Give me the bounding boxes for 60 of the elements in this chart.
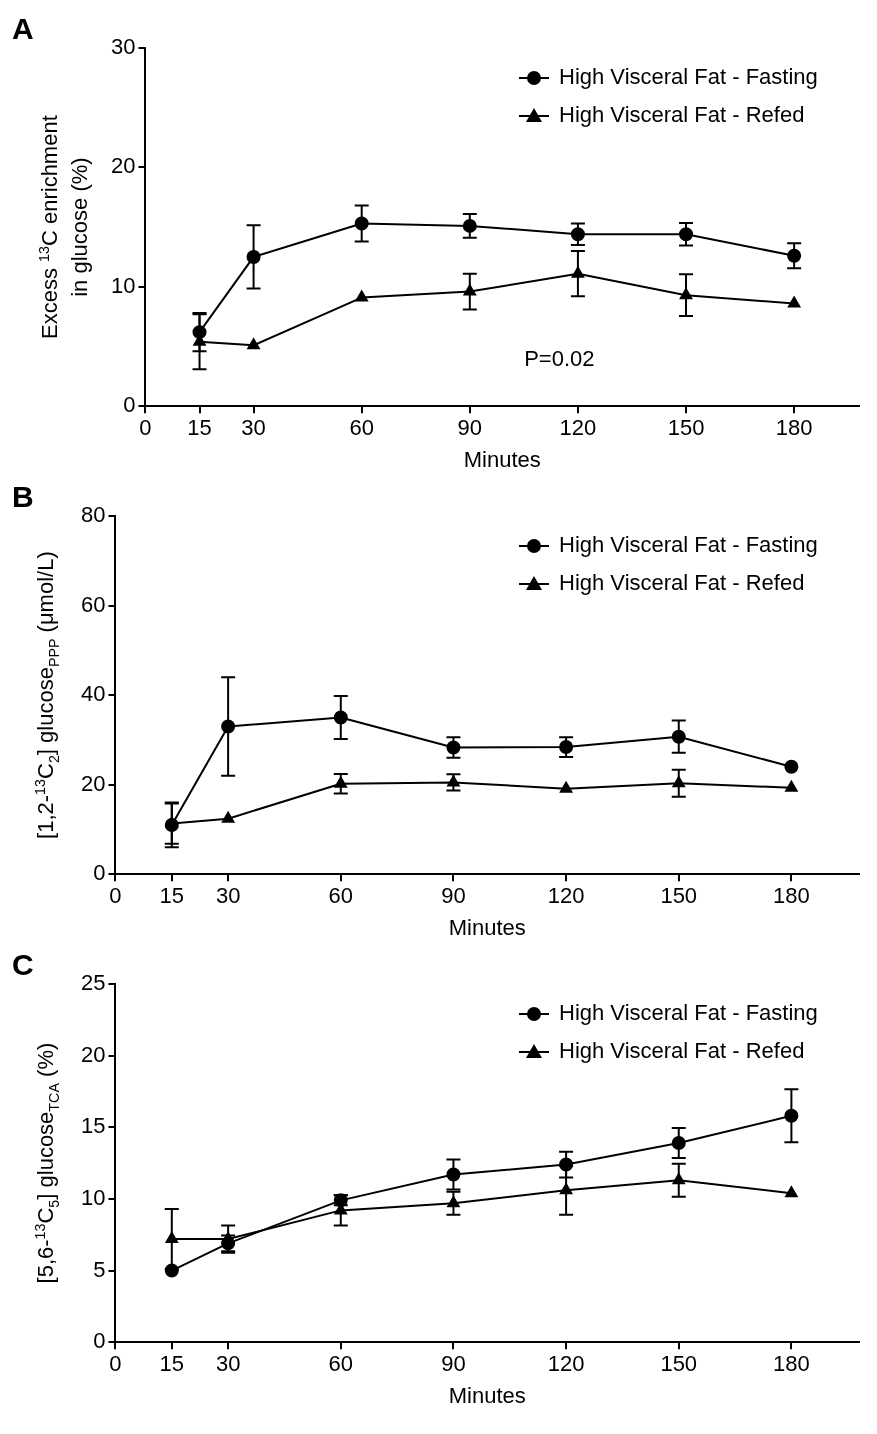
- x-tick-label: 150: [660, 1351, 698, 1377]
- x-tick-label: 30: [241, 415, 266, 441]
- x-tick-label: 30: [215, 1351, 241, 1377]
- x-axis-title: Minutes: [463, 446, 541, 472]
- x-tick-label: 15: [187, 415, 212, 441]
- x-tick-label: 180: [773, 883, 810, 909]
- y-axis-title: [1,2-13C2] glucosePPP (μmol/L): [31, 551, 62, 839]
- x-tick-label: 0: [139, 415, 152, 441]
- x-tick-label: 60: [328, 1351, 354, 1377]
- y-tick-label: 20: [80, 1041, 106, 1067]
- y-tick-label: 15: [80, 1113, 106, 1139]
- point: [247, 338, 260, 350]
- y-tick-label: 20: [80, 770, 106, 796]
- y-tick-label: 10: [80, 1184, 106, 1210]
- chart-title: B: [12, 480, 34, 514]
- y-tick-label: 60: [80, 591, 106, 617]
- x-axis-title: Minutes: [448, 1382, 526, 1408]
- point: [355, 290, 368, 302]
- y-tick-label: 5: [93, 1256, 106, 1282]
- y-axis-title: [5,6-13C5] glucoseTCA (%): [31, 1042, 62, 1284]
- x-tick-label: 120: [547, 1351, 585, 1377]
- legend-label: High Visceral Fat - Fasting: [559, 1000, 818, 1026]
- x-tick-label: 60: [349, 415, 374, 441]
- x-tick-label: 30: [215, 883, 241, 909]
- chart-title: C: [12, 948, 34, 982]
- y-tick-label: 40: [80, 681, 106, 707]
- point: [559, 781, 573, 793]
- legend-label: High Visceral Fat - Refed: [559, 1038, 805, 1064]
- x-tick-label: 180: [773, 1351, 810, 1377]
- x-tick-label: 15: [159, 883, 185, 909]
- y-tick-label: 0: [93, 860, 106, 886]
- point: [785, 780, 798, 792]
- x-tick-label: 120: [547, 883, 585, 909]
- chart-title: A: [12, 12, 34, 46]
- x-tick-label: 90: [441, 883, 466, 909]
- x-tick-label: 90: [441, 1351, 466, 1377]
- y-tick-label: 20: [110, 153, 136, 179]
- legend-label: High Visceral Fat - Fasting: [559, 64, 818, 90]
- point: [221, 811, 235, 823]
- point: [784, 759, 799, 774]
- y-tick-label: 0: [93, 1328, 106, 1354]
- legend-label: High Visceral Fat - Refed: [559, 102, 805, 128]
- y-tick-label: 25: [80, 970, 106, 996]
- annotation: P=0.02: [524, 345, 595, 371]
- legend-label: High Visceral Fat - Refed: [559, 570, 805, 596]
- y-tick-label: 0: [123, 392, 136, 418]
- x-tick-label: 150: [667, 415, 705, 441]
- x-tick-label: 120: [559, 415, 597, 441]
- x-tick-label: 90: [457, 415, 483, 441]
- x-tick-label: 150: [660, 883, 698, 909]
- x-tick-label: 15: [159, 1351, 185, 1377]
- y-tick-label: 10: [110, 272, 136, 298]
- y-tick-label: 30: [110, 34, 136, 60]
- y-tick-label: 80: [80, 502, 106, 528]
- point: [785, 1186, 798, 1198]
- x-tick-label: 180: [775, 415, 813, 441]
- legend-label: High Visceral Fat - Fasting: [559, 532, 818, 558]
- x-tick-label: 60: [328, 883, 354, 909]
- point: [787, 296, 801, 308]
- x-axis-title: Minutes: [448, 914, 526, 940]
